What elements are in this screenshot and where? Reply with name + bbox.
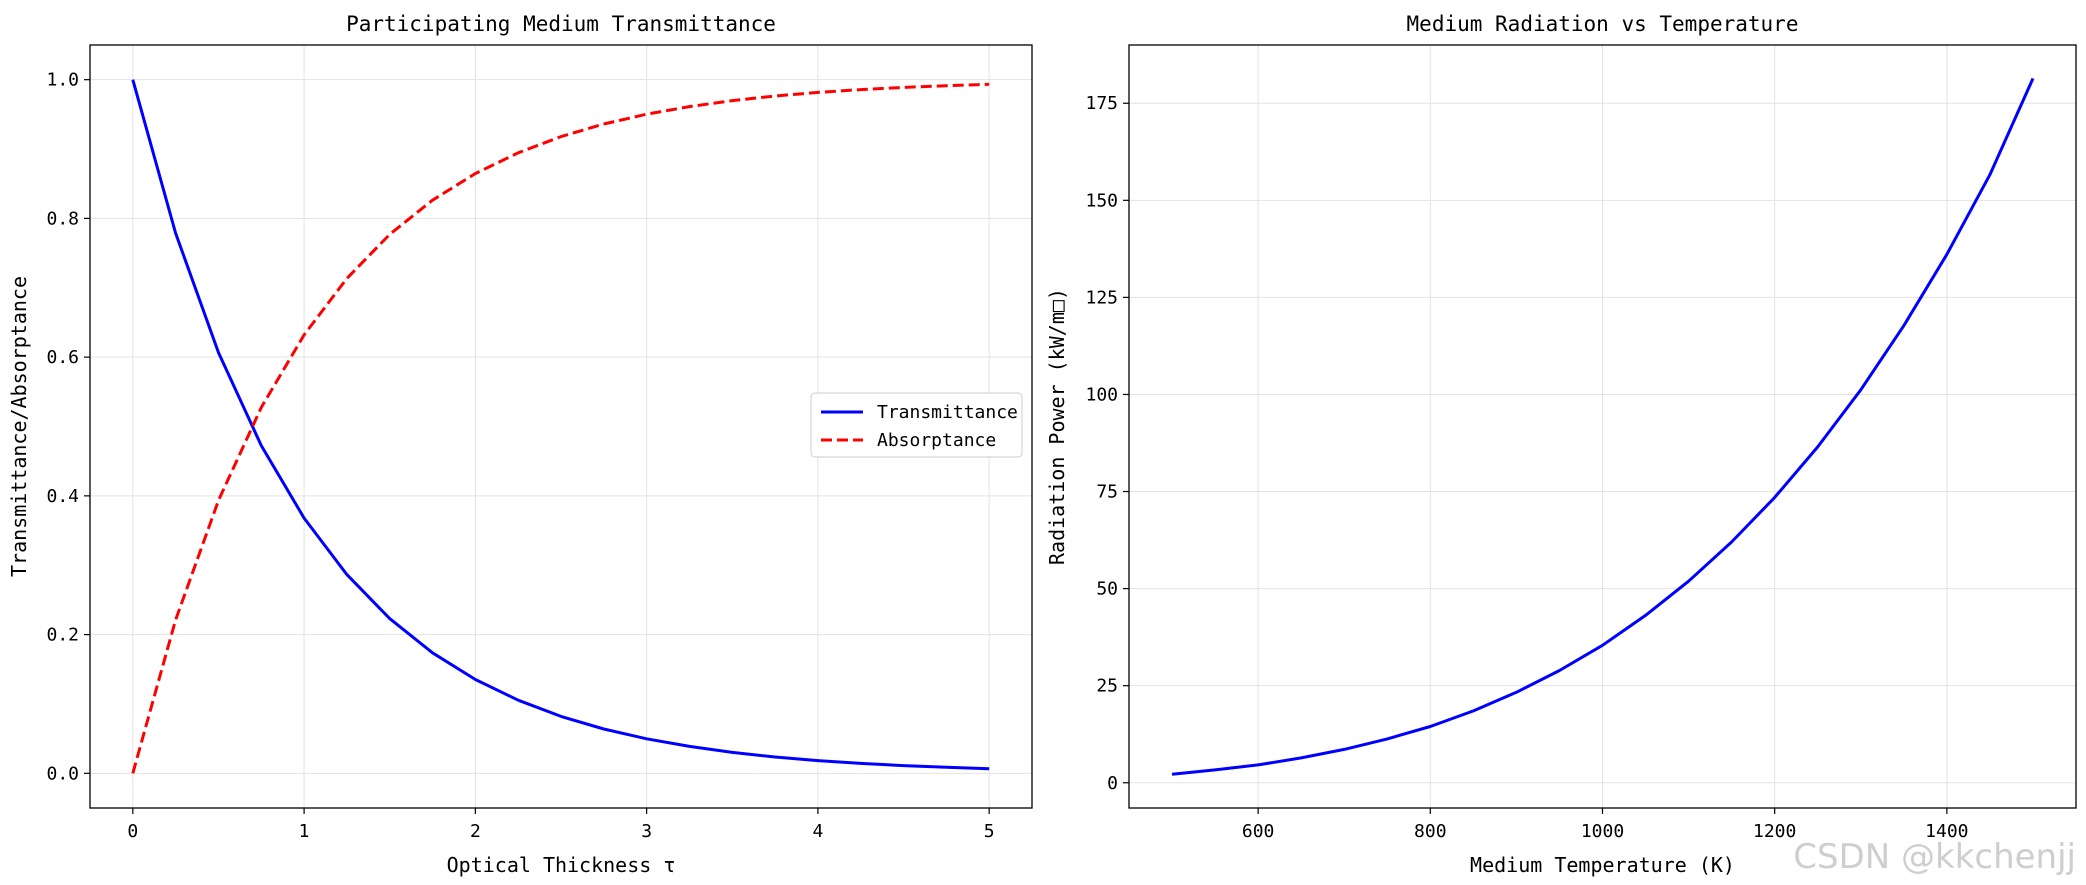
y-tick-label: 100 (1085, 384, 1118, 405)
y-tick-label: 25 (1096, 676, 1118, 697)
y-tick-label: 175 (1085, 93, 1118, 114)
y-tick-label: 0.0 (46, 763, 79, 784)
transmittance-chart: 0 1 2 3 4 5 0.0 0.2 0.4 0.6 0.8 1.0 Participating Me… (7, 12, 1033, 877)
legend: Transmittance Absorptance (810, 392, 1023, 458)
series-line-absorptance (131, 82, 990, 774)
x-axis-label: Medium Temperature (K) (1470, 853, 1735, 877)
axes-frame (89, 44, 1033, 809)
x-tick-label: 1400 (1925, 821, 1968, 842)
x-tick-label: 3 (641, 821, 652, 842)
chart-title: Participating Medium Transmittance (346, 12, 776, 36)
y-tick-label: 50 (1096, 579, 1118, 600)
x-axis-label: Optical Thickness τ (447, 853, 676, 877)
x-tick-label: 600 (1242, 821, 1275, 842)
x-tick-label: 1 (299, 821, 310, 842)
y-tick-label: 1.0 (46, 70, 79, 91)
x-tick-label: 0 (127, 821, 138, 842)
legend-box (810, 392, 1023, 458)
legend-label: Transmittance (877, 402, 1018, 423)
legend-label: Absorptance (877, 430, 996, 451)
y-tick-label: 0.4 (46, 486, 79, 507)
x-tick-label: 800 (1414, 821, 1447, 842)
x-tick-label: 1000 (1581, 821, 1624, 842)
series-line-radiation-power (1171, 77, 2035, 776)
y-tick-label: 125 (1085, 287, 1118, 308)
watermark: CSDN @kkchenjj (1793, 837, 2076, 877)
series-line-transmittance (131, 79, 990, 771)
x-tick-label: 2 (470, 821, 481, 842)
y-tick-label: 0 (1107, 773, 1118, 794)
y-tick-label: 0.8 (46, 208, 79, 229)
y-axis-label: Radiation Power (kW/m□) (1045, 288, 1069, 565)
y-tick-label: 75 (1096, 482, 1118, 503)
y-axis-label: Transmittance/Absorptance (7, 276, 31, 577)
chart-title: Medium Radiation vs Temperature (1407, 12, 1799, 36)
y-tick-label: 0.2 (46, 625, 79, 646)
x-tick-label: 5 (984, 821, 995, 842)
x-tick-label: 1200 (1753, 821, 1796, 842)
x-tick-label: 4 (812, 821, 823, 842)
radiation-chart: 600 800 1000 1200 1400 0 25 50 75 100 125 150 175 Med… (1045, 12, 2077, 877)
y-tick-label: 0.6 (46, 347, 79, 368)
y-tick-label: 150 (1085, 190, 1118, 211)
